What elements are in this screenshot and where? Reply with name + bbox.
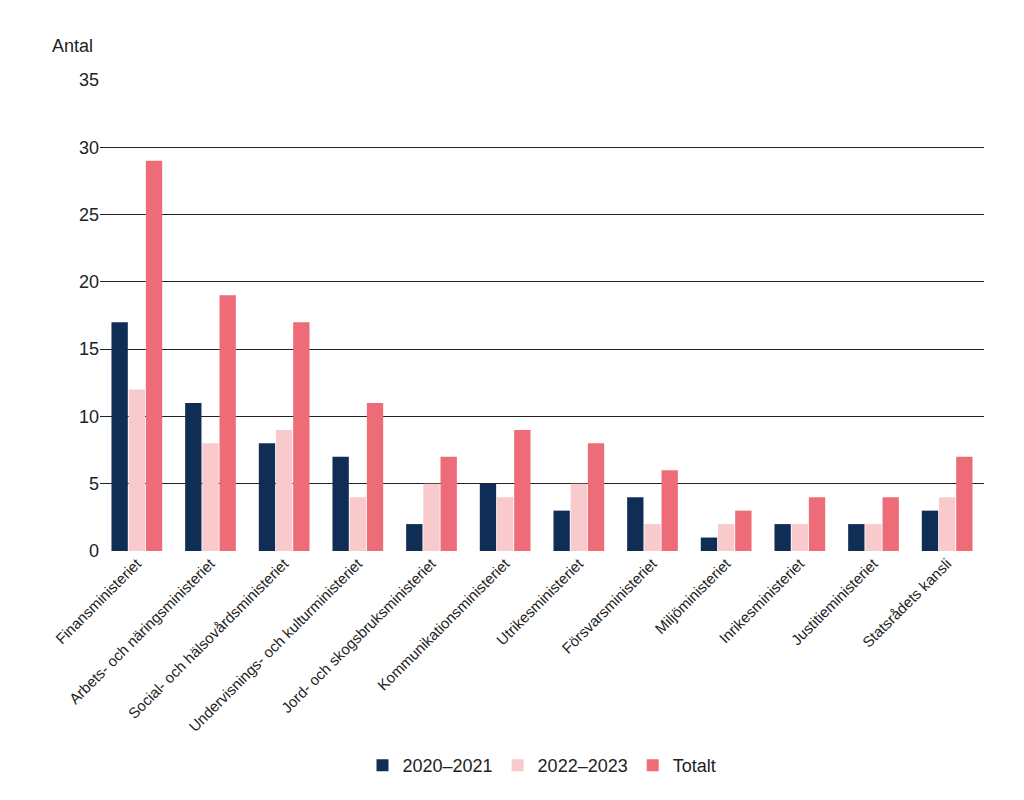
svg-text:Statsrådets kansli: Statsrådets kansli: [859, 555, 955, 651]
svg-text:Social- och hälsovårdsminister: Social- och hälsovårdsministeriet: [125, 554, 293, 722]
svg-text:Undervisnings- och kulturminis: Undervisnings- och kulturministeriet: [185, 554, 366, 735]
svg-text:15: 15: [79, 339, 99, 359]
svg-text:30: 30: [79, 138, 99, 158]
svg-text:5: 5: [89, 474, 99, 494]
svg-text:Inrikesministeriet: Inrikesministeriet: [716, 554, 808, 646]
svg-text:Jord- och skogsbruksministerie: Jord- och skogsbruksministeriet: [278, 554, 440, 716]
svg-text:Miljöministeriet: Miljöministeriet: [651, 554, 734, 637]
svg-text:Kommunikationsministeriet: Kommunikationsministeriet: [374, 554, 513, 693]
svg-text:Justitieministeriet: Justitieministeriet: [788, 554, 882, 648]
svg-text:0: 0: [89, 541, 99, 561]
svg-text:Antal: Antal: [52, 36, 93, 56]
svg-text:Finansministeriet: Finansministeriet: [52, 554, 145, 647]
svg-text:Försvarsministeriet: Försvarsministeriet: [558, 554, 660, 656]
svg-text:2020–2021: 2020–2021: [403, 756, 493, 776]
svg-text:25: 25: [79, 205, 99, 225]
svg-text:Totalt: Totalt: [673, 756, 716, 776]
svg-text:10: 10: [79, 407, 99, 427]
svg-text:35: 35: [79, 70, 99, 90]
svg-text:20: 20: [79, 272, 99, 292]
svg-text:Utrikesministeriet: Utrikesministeriet: [493, 554, 587, 648]
svg-text:2022–2023: 2022–2023: [538, 756, 628, 776]
svg-text:Arbets- och näringsministeriet: Arbets- och näringsministeriet: [66, 554, 219, 707]
